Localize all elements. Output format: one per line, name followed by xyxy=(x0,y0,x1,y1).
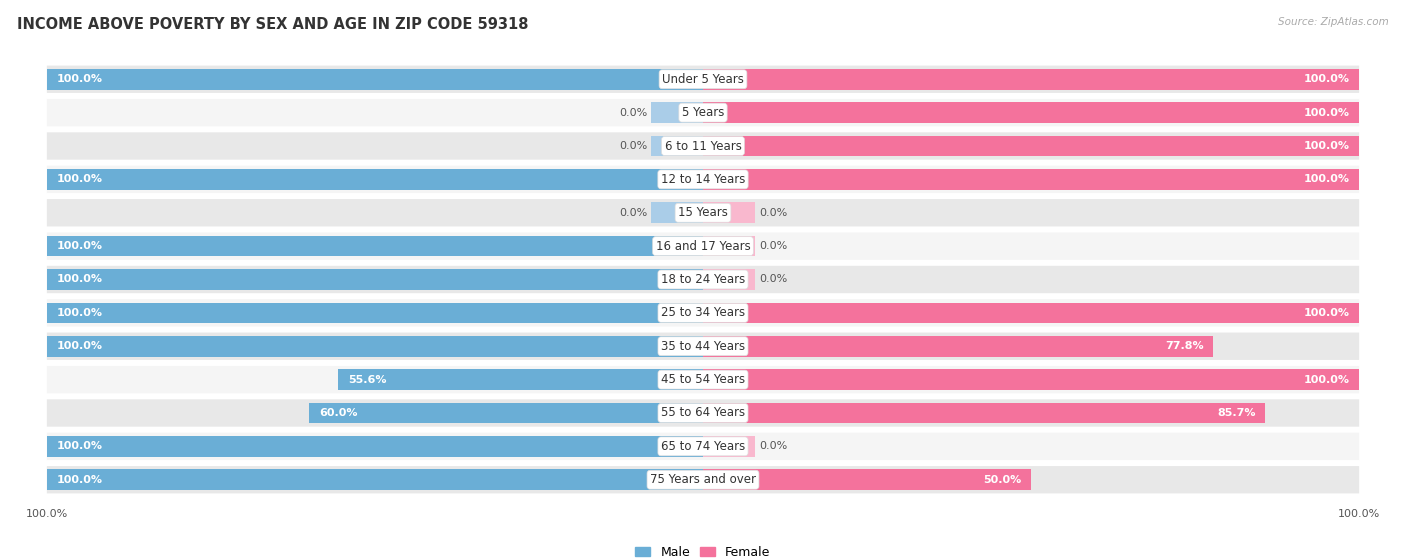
Text: 85.7%: 85.7% xyxy=(1218,408,1256,418)
Text: 100.0%: 100.0% xyxy=(56,308,103,318)
Bar xyxy=(46,269,703,290)
Text: 55 to 64 Years: 55 to 64 Years xyxy=(661,406,745,419)
Bar xyxy=(703,369,1360,390)
Bar xyxy=(46,169,703,190)
FancyBboxPatch shape xyxy=(46,199,1360,226)
FancyBboxPatch shape xyxy=(46,65,1360,93)
Bar xyxy=(339,369,703,390)
FancyBboxPatch shape xyxy=(46,366,1360,394)
Text: 0.0%: 0.0% xyxy=(759,208,787,218)
Text: 0.0%: 0.0% xyxy=(759,442,787,451)
Bar xyxy=(703,336,1213,357)
Text: Source: ZipAtlas.com: Source: ZipAtlas.com xyxy=(1278,17,1389,27)
Bar xyxy=(703,402,1265,423)
FancyBboxPatch shape xyxy=(46,99,1360,126)
Text: 55.6%: 55.6% xyxy=(349,375,387,385)
Text: 0.0%: 0.0% xyxy=(619,141,647,151)
FancyBboxPatch shape xyxy=(46,266,1360,293)
Bar xyxy=(703,69,1360,89)
Text: 35 to 44 Years: 35 to 44 Years xyxy=(661,340,745,353)
Bar xyxy=(703,470,1031,490)
FancyBboxPatch shape xyxy=(46,165,1360,193)
Text: 77.8%: 77.8% xyxy=(1166,341,1204,351)
Text: 75 Years and over: 75 Years and over xyxy=(650,473,756,486)
Text: 100.0%: 100.0% xyxy=(1303,375,1350,385)
Text: 0.0%: 0.0% xyxy=(619,208,647,218)
Text: 100.0%: 100.0% xyxy=(1303,108,1350,117)
Bar xyxy=(703,236,755,257)
Text: 100.0%: 100.0% xyxy=(56,241,103,251)
Text: 100.0%: 100.0% xyxy=(56,274,103,285)
Text: 100.0%: 100.0% xyxy=(56,174,103,184)
Text: 100.0%: 100.0% xyxy=(56,341,103,351)
Bar xyxy=(703,102,1360,123)
FancyBboxPatch shape xyxy=(46,299,1360,326)
FancyBboxPatch shape xyxy=(46,433,1360,460)
FancyBboxPatch shape xyxy=(46,399,1360,427)
Bar xyxy=(703,436,755,457)
Bar xyxy=(46,336,703,357)
Text: 5 Years: 5 Years xyxy=(682,106,724,119)
Bar xyxy=(703,136,1360,157)
Bar xyxy=(651,136,703,157)
FancyBboxPatch shape xyxy=(46,132,1360,160)
Bar xyxy=(651,202,703,223)
Bar xyxy=(46,69,703,89)
Text: 45 to 54 Years: 45 to 54 Years xyxy=(661,373,745,386)
Bar xyxy=(651,102,703,123)
Text: 65 to 74 Years: 65 to 74 Years xyxy=(661,440,745,453)
Text: 100.0%: 100.0% xyxy=(1303,141,1350,151)
Bar xyxy=(703,169,1360,190)
Bar xyxy=(46,236,703,257)
Bar xyxy=(46,302,703,323)
Text: 100.0%: 100.0% xyxy=(1303,74,1350,84)
FancyBboxPatch shape xyxy=(46,333,1360,360)
Text: 60.0%: 60.0% xyxy=(319,408,357,418)
Bar xyxy=(703,269,755,290)
Text: 0.0%: 0.0% xyxy=(619,108,647,117)
Bar xyxy=(46,470,703,490)
Bar xyxy=(46,436,703,457)
Text: 100.0%: 100.0% xyxy=(56,475,103,485)
Text: 100.0%: 100.0% xyxy=(56,74,103,84)
Bar xyxy=(309,402,703,423)
Text: Under 5 Years: Under 5 Years xyxy=(662,73,744,86)
FancyBboxPatch shape xyxy=(46,466,1360,494)
Text: 0.0%: 0.0% xyxy=(759,241,787,251)
Text: INCOME ABOVE POVERTY BY SEX AND AGE IN ZIP CODE 59318: INCOME ABOVE POVERTY BY SEX AND AGE IN Z… xyxy=(17,17,529,32)
Text: 6 to 11 Years: 6 to 11 Years xyxy=(665,140,741,153)
Text: 12 to 14 Years: 12 to 14 Years xyxy=(661,173,745,186)
Text: 100.0%: 100.0% xyxy=(56,442,103,451)
Text: 100.0%: 100.0% xyxy=(1303,308,1350,318)
Text: 15 Years: 15 Years xyxy=(678,206,728,219)
Bar xyxy=(703,202,755,223)
Text: 16 and 17 Years: 16 and 17 Years xyxy=(655,240,751,253)
Text: 18 to 24 Years: 18 to 24 Years xyxy=(661,273,745,286)
Bar xyxy=(703,302,1360,323)
Legend: Male, Female: Male, Female xyxy=(630,541,776,559)
Text: 100.0%: 100.0% xyxy=(1303,174,1350,184)
Text: 50.0%: 50.0% xyxy=(983,475,1021,485)
Text: 0.0%: 0.0% xyxy=(759,274,787,285)
Text: 25 to 34 Years: 25 to 34 Years xyxy=(661,306,745,319)
FancyBboxPatch shape xyxy=(46,233,1360,260)
